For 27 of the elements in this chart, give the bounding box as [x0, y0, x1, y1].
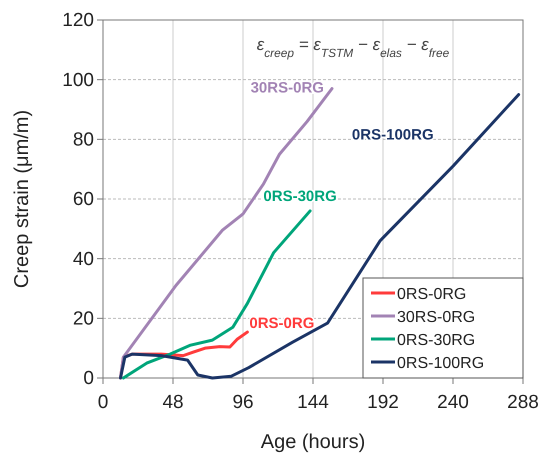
x-tick-label: 96 [232, 392, 254, 413]
legend-label: 0RS-0RG [397, 286, 466, 303]
x-tick-label: 48 [162, 392, 184, 413]
x-tick-label: 0 [98, 392, 108, 413]
x-tick-label: 144 [297, 392, 330, 413]
x-tick-label: 240 [437, 392, 469, 413]
y-tick-label: 60 [72, 189, 94, 210]
legend-label: 0RS-30RG [397, 332, 476, 349]
y-tick-label: 0 [83, 368, 94, 390]
text: 0RS-0RG [249, 315, 314, 332]
x-axis-title: Age (hours) [260, 431, 366, 453]
text: 0RS-30RG [263, 188, 337, 205]
legend-label: 0RS-100RG [397, 355, 484, 372]
line-series [119, 93, 520, 380]
annotation: ε$_{creep}$ = ε$_{TSTM}$ − ε$_{elas}$ − ε$_{free}$ [256, 35, 450, 60]
x-tick-label: 192 [367, 392, 399, 413]
y-tick-label: 40 [72, 248, 94, 270]
text: 30RS-0RG [250, 80, 324, 97]
y-tick-label: 20 [72, 308, 94, 330]
y-axis-title: Creep strain (μm/m) [11, 110, 33, 288]
y-tick-label: 120 [62, 10, 94, 32]
text: 0RS-100RG [352, 126, 434, 144]
line-series [122, 209, 312, 380]
y-tick-label: 100 [62, 70, 94, 91]
x-tick-label: 288 [507, 392, 539, 413]
y-tick-label: 80 [72, 129, 94, 150]
legend-label: 30RS-0RG [397, 309, 476, 326]
